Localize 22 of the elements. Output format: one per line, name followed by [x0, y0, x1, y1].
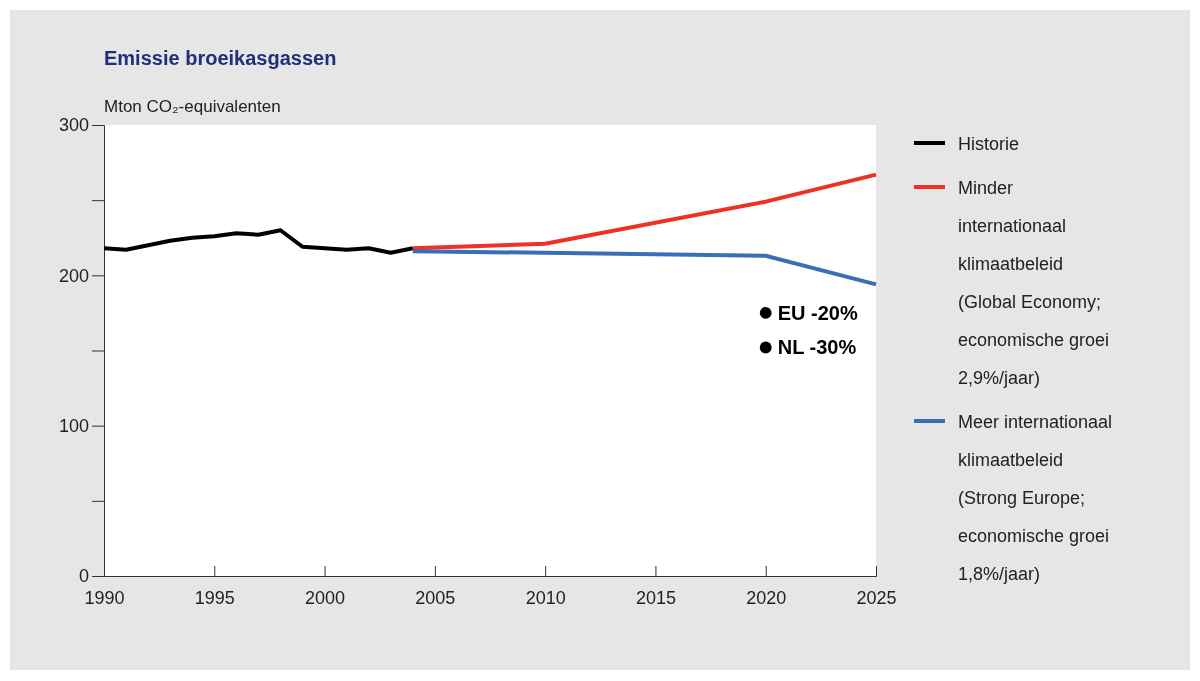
x-tick-label: 2020 [746, 588, 787, 609]
annotation: NL -30% [777, 336, 857, 359]
x-tick-label: 2010 [525, 588, 566, 609]
line-series [410, 172, 878, 251]
y-tick-label: 0 [78, 566, 89, 587]
chart-title: Emissie broeikasgassen [104, 47, 337, 69]
x-tick-label: 2005 [415, 588, 456, 609]
line-series [102, 228, 415, 255]
line-series [410, 249, 878, 287]
legend-label: Meer internationaal klimaatbeleid (Strong Europe; economische groei 1,8%/jaar) [958, 412, 1113, 584]
y-tick-label: 100 [58, 415, 89, 436]
x-tick-label: 1990 [84, 588, 125, 609]
annotation: EU -20% [777, 301, 858, 324]
x-tick-label: 2025 [856, 588, 897, 609]
y-tick-label: 300 [58, 115, 89, 136]
y-axis-title: Mton CO₂-equivalenten [104, 97, 281, 116]
legend-label: Minder internationaal klimaatbeleid (Global Economy; economische groei 2,9%/jaar) [958, 178, 1110, 388]
x-tick-label: 2000 [305, 588, 346, 609]
y-tick-label: 200 [58, 265, 89, 286]
legend-label: Historie [958, 134, 1020, 154]
x-tick-label: 1995 [194, 588, 235, 609]
x-tick-label: 2015 [635, 588, 676, 609]
